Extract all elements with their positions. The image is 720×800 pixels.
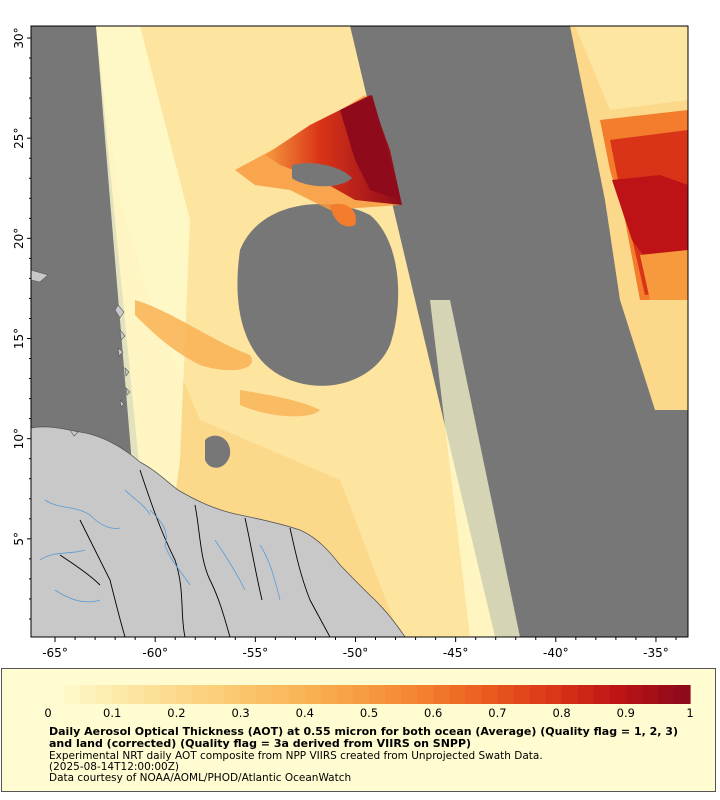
colorbar-swatch xyxy=(593,685,611,704)
legend-date: (2025-08-14T12:00:00Z) xyxy=(49,761,179,773)
band-orange-2 xyxy=(240,390,320,417)
lon-tick-label: -40° xyxy=(543,646,569,660)
colorbar-swatch xyxy=(96,685,113,704)
colorbar-swatch xyxy=(513,685,531,704)
colorbar-swatch xyxy=(352,685,370,704)
lat-tick-label: 30° xyxy=(12,27,26,48)
colorbar-swatch xyxy=(673,685,691,704)
swath-right-lightest xyxy=(430,300,520,637)
lon-tick-label: -50° xyxy=(343,646,369,660)
lat-tick-label: 10° xyxy=(12,428,26,449)
color-scale: 0 0.1 0.2 0.3 0.4 0.5 0.6 0.7 0.8 0.9 1 xyxy=(44,685,694,720)
colorbar-swatch xyxy=(144,685,161,704)
colorbar-swatch xyxy=(160,685,177,704)
colorbar-swatch xyxy=(288,685,306,704)
lon-tick-label: -45° xyxy=(443,646,469,660)
lat-tick-label: 25° xyxy=(12,128,26,149)
colorbar-tick-label: 0.4 xyxy=(296,706,314,720)
lon-axis: -65° -60° -55° -50° -45° -40° -35° xyxy=(42,637,677,660)
legend-description: Experimental NRT daily AOT composite fro… xyxy=(49,750,543,762)
colorbar-swatch xyxy=(481,685,498,704)
colorbar-swatch xyxy=(48,685,65,704)
cloud-gap-2 xyxy=(205,435,231,468)
colorbar-tick-label: 1 xyxy=(686,706,693,720)
colorbar-swatch xyxy=(465,685,482,704)
swath-right-light xyxy=(575,26,688,110)
colorbar-swatch xyxy=(112,685,129,704)
map-panel: 5° 10° 15° 20° 25° 30° -65° -60° -55° -50° -45° -4… xyxy=(12,25,689,660)
legend-title: Daily Aerosol Optical Thickness (AOT) at… xyxy=(49,725,678,750)
colorbar-swatch xyxy=(417,685,434,704)
colorbar-tick-label: 0.1 xyxy=(103,706,121,720)
rivers xyxy=(39,489,281,603)
colorbar-swatch xyxy=(336,685,354,704)
lon-tick-label: -60° xyxy=(142,646,168,660)
lon-tick-label: -65° xyxy=(42,646,68,660)
colorbar-tick-label: 0.3 xyxy=(231,706,249,720)
colorbar-swatch xyxy=(609,685,627,704)
colorbar-swatch xyxy=(80,685,97,704)
plume-gap xyxy=(292,163,352,187)
colorbar-swatch xyxy=(385,685,402,704)
colorbar-swatch xyxy=(320,685,338,704)
lat-tick-label: 15° xyxy=(12,328,26,349)
lat-tick-label: 5° xyxy=(12,532,26,546)
colorbar-tick-label: 0.8 xyxy=(552,706,570,720)
lat-tick-label: 20° xyxy=(12,228,26,249)
colorbar-swatch xyxy=(272,685,290,704)
colorbar-tick-label: 0 xyxy=(44,706,51,720)
colorbar-swatch xyxy=(401,685,418,704)
lon-tick-label: -55° xyxy=(243,646,269,660)
land-islands xyxy=(31,269,131,437)
colorbar-swatch xyxy=(641,685,659,704)
colorbar-swatch xyxy=(224,685,242,704)
colorbar-swatch xyxy=(577,685,595,704)
right-plume-orange-tail xyxy=(640,250,688,300)
cloud-gap xyxy=(237,204,399,386)
colorbar-tick-label: 0.2 xyxy=(167,706,185,720)
colorbar-swatch xyxy=(561,685,579,704)
right-plume-darkred xyxy=(612,175,688,265)
colorbar-tick-label: 0.7 xyxy=(488,706,506,720)
legend-panel: 0 0.1 0.2 0.3 0.4 0.5 0.6 0.7 0.8 0.9 1 Daily Aero… xyxy=(1,668,716,792)
colorbar-swatch xyxy=(208,685,226,704)
colorbar-swatch xyxy=(449,685,466,704)
lat-axis: 5° 10° 15° 20° 25° 30° xyxy=(12,27,31,620)
colorbar-swatch xyxy=(192,685,210,704)
colorbar-tick-label: 0.5 xyxy=(360,706,378,720)
colorbar-swatch xyxy=(369,685,386,704)
colorbar-tick-label: 0.9 xyxy=(617,706,635,720)
lon-tick-label: -35° xyxy=(643,646,669,660)
colorbar-swatch xyxy=(625,685,643,704)
colorbar-swatch xyxy=(497,685,515,704)
colorbar-swatch xyxy=(256,685,274,704)
country-borders xyxy=(59,469,331,637)
legend-credit: Data courtesy of NOAA/AOML/PHOD/Atlantic… xyxy=(49,772,352,784)
colorbar-swatch xyxy=(433,685,450,704)
land-south-america xyxy=(31,426,406,637)
colorbar-tick-label: 0.6 xyxy=(424,706,442,720)
band-orange-1 xyxy=(135,300,252,371)
colorbar-swatch xyxy=(176,685,194,704)
map-frame xyxy=(30,25,689,638)
colorbar-swatch xyxy=(304,685,322,704)
plume-darkred xyxy=(340,95,400,200)
colorbar-swatch xyxy=(64,685,81,704)
band-orange-3 xyxy=(330,203,356,227)
colorbar-swatch xyxy=(128,685,145,704)
colorbar-swatch xyxy=(240,685,258,704)
colorbar-swatch xyxy=(657,685,675,704)
colorbar-swatch xyxy=(529,685,547,704)
colorbar-swatch xyxy=(545,685,563,704)
aot-map: 5° 10° 15° 20° 25° 30° -65° -60° -55° -50° -45° -4… xyxy=(12,25,689,660)
